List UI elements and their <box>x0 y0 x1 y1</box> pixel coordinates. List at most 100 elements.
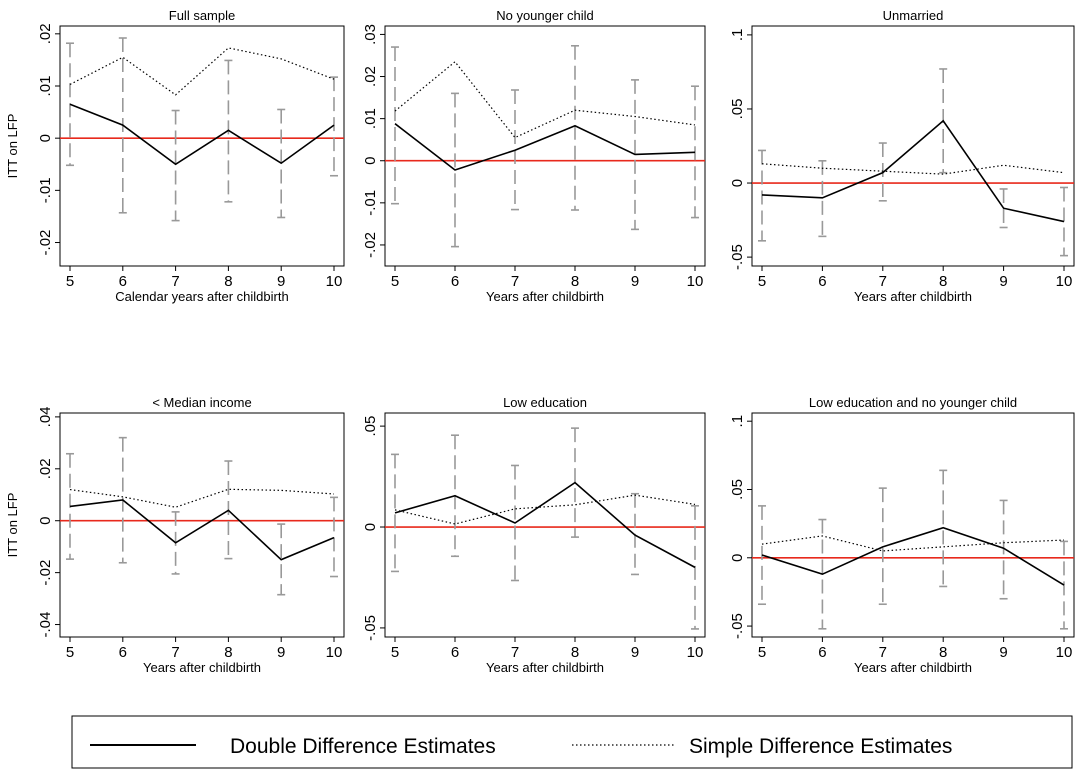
y-tick-label: .01 <box>362 108 379 129</box>
y-tick-label: 0 <box>362 157 379 165</box>
legend-double-label: Double Difference Estimates <box>230 735 496 758</box>
x-tick-label: 10 <box>687 644 704 661</box>
y-tick-label: 0 <box>37 517 54 525</box>
panel-2: No younger child -.02 -.01 0 .01 .02 .03 5 6 7 8 9 1… <box>362 8 706 304</box>
x-tick-label: 8 <box>939 644 947 661</box>
x-tick-label: 7 <box>511 644 519 661</box>
x-tick-label: 10 <box>687 273 704 290</box>
y-tick-label: -.02 <box>37 230 54 256</box>
panel-title: Low education and no younger child <box>809 395 1017 410</box>
y-tick-label: -.05 <box>362 615 379 641</box>
series-double-difference-line <box>394 123 696 171</box>
x-tick-label: 10 <box>326 273 343 290</box>
y-tick-label: .05 <box>729 479 746 500</box>
y-tick-label: .01 <box>37 76 54 97</box>
y-tick-label: 0 <box>37 134 54 142</box>
x-tick-label: 9 <box>999 273 1007 290</box>
series-simple-difference-line <box>761 535 1065 552</box>
x-tick-label: 9 <box>631 273 639 290</box>
panel-3: Unmarried -.05 0 .05 .1 5 6 7 8 9 10 Years after ch… <box>729 8 1075 304</box>
y-tick-label: .04 <box>37 406 54 427</box>
panel-6: Low education and no younger child -.05 0.… <box>729 395 1075 675</box>
x-axis-label: Calendar years after childbirth <box>115 289 288 304</box>
panel-title: No younger child <box>496 8 594 23</box>
y-tick-label: 0 <box>729 179 746 187</box>
legend: Double Difference Estimates Simple Differ… <box>71 715 1073 769</box>
y-tick-label: -.05 <box>729 613 746 639</box>
x-tick-label: 8 <box>571 644 579 661</box>
x-tick-label: 5 <box>391 273 399 290</box>
y-tick-label: .05 <box>729 99 746 120</box>
x-tick-label: 8 <box>224 273 232 290</box>
y-axis-label: ITT on LFP <box>5 493 20 558</box>
panel-title: < Median income <box>152 395 251 410</box>
series-double-difference-line <box>69 499 335 561</box>
series-simple-difference-line <box>69 488 335 508</box>
x-tick-label: 5 <box>758 644 766 661</box>
series-simple-difference-line <box>761 163 1065 175</box>
x-tick-label: 6 <box>451 644 459 661</box>
series-double-difference-line <box>761 526 1065 586</box>
panel-title: Unmarried <box>883 8 944 23</box>
panel-5: Low education -.05 0 .05 5 6 7 8 9 10 Years after … <box>362 395 706 675</box>
series-double-difference-line <box>761 119 1065 223</box>
x-tick-label: 7 <box>171 273 179 290</box>
x-tick-label: 7 <box>171 644 179 661</box>
panel-1: Full sample -.02 -.01 0 .01 .02 5 6 7 8 9 10 Calenda… <box>5 8 345 304</box>
series-simple-difference-line <box>69 47 335 96</box>
plot-frame <box>751 25 1075 267</box>
x-tick-label: 10 <box>1056 644 1073 661</box>
x-tick-label: 6 <box>451 273 459 290</box>
x-tick-label: 7 <box>879 273 887 290</box>
x-tick-label: 9 <box>277 273 285 290</box>
x-axis-label: Years after childbirth <box>486 289 604 304</box>
x-tick-label: 8 <box>939 273 947 290</box>
legend-simple-label: Simple Difference Estimates <box>689 735 952 758</box>
series-double-difference-line <box>394 481 696 569</box>
x-tick-label: 5 <box>66 273 74 290</box>
x-tick-label: 6 <box>119 644 127 661</box>
y-tick-label: 0 <box>729 554 746 562</box>
x-axis-label: Years after childbirth <box>854 289 972 304</box>
y-tick-label: .03 <box>362 24 379 45</box>
x-tick-label: 7 <box>511 273 519 290</box>
y-tick-label: -.04 <box>37 612 54 638</box>
x-tick-label: 8 <box>224 644 232 661</box>
panel-title: Low education <box>503 395 587 410</box>
plot-frame <box>59 25 345 267</box>
x-tick-label: 6 <box>818 273 826 290</box>
x-tick-label: 5 <box>758 273 766 290</box>
plot-frame <box>384 25 706 267</box>
panel-title: Full sample <box>169 8 235 23</box>
y-tick-label: .1 <box>729 415 746 428</box>
y-tick-label: .05 <box>362 416 379 437</box>
plot-frame <box>384 412 706 638</box>
plot-frame <box>751 412 1075 638</box>
legend-box <box>71 715 1073 769</box>
y-tick-label: 0 <box>362 523 379 531</box>
x-tick-label: 10 <box>1056 273 1073 290</box>
x-axis-label: Years after childbirth <box>143 660 261 675</box>
y-tick-label: -.05 <box>729 244 746 270</box>
y-tick-label: .02 <box>362 66 379 87</box>
x-tick-label: 5 <box>391 644 399 661</box>
panel-4: < Median income -.04 -.02 0 .02 .04 5 6 7 8 9 10 Yea… <box>5 395 345 675</box>
x-tick-label: 6 <box>818 644 826 661</box>
plot-frame <box>59 412 345 638</box>
x-tick-label: 6 <box>119 273 127 290</box>
x-tick-label: 9 <box>277 644 285 661</box>
x-tick-label: 9 <box>999 644 1007 661</box>
y-tick-label: .02 <box>37 458 54 479</box>
x-tick-label: 7 <box>879 644 887 661</box>
y-tick-label: -.01 <box>362 190 379 216</box>
y-tick-label: -.01 <box>37 177 54 203</box>
y-tick-label: .02 <box>37 23 54 44</box>
y-tick-label: .1 <box>729 29 746 42</box>
x-tick-label: 9 <box>631 644 639 661</box>
y-tick-label: -.02 <box>362 232 379 258</box>
series-double-difference-line <box>69 103 335 166</box>
x-tick-label: 10 <box>326 644 343 661</box>
x-axis-label: Years after childbirth <box>486 660 604 675</box>
